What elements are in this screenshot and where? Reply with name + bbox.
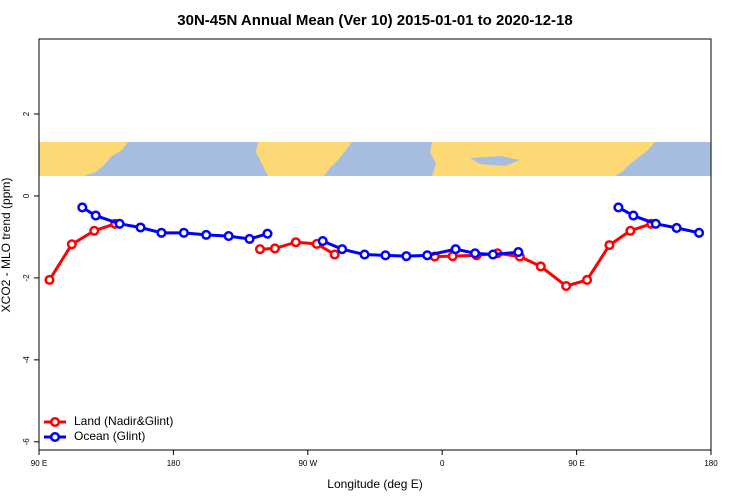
point — [269, 243, 280, 254]
x-tick-label: 180 — [704, 459, 718, 468]
map-band — [39, 142, 711, 176]
point — [90, 210, 101, 221]
point — [254, 244, 266, 255]
y-tick-label: -4 — [22, 356, 31, 364]
point — [359, 249, 370, 260]
sea-mediterranean — [470, 156, 520, 166]
point — [44, 274, 55, 285]
point — [380, 250, 391, 261]
point — [317, 235, 328, 247]
point — [156, 227, 167, 238]
point — [329, 249, 340, 260]
point — [201, 229, 212, 240]
point — [450, 244, 461, 255]
point — [178, 227, 189, 238]
x-tick-label: 90 W — [298, 459, 317, 468]
land-eurasia — [430, 142, 655, 176]
legend-marker — [49, 431, 61, 443]
point — [223, 231, 234, 242]
point — [613, 202, 624, 213]
point — [290, 237, 301, 248]
legend-label: Land (Nadir&Glint) — [74, 414, 173, 428]
chart-title: 30N-45N Annual Mean (Ver 10) 2015-01-01 … — [177, 12, 572, 29]
land-america — [256, 142, 352, 176]
point — [470, 248, 481, 259]
series-line — [322, 239, 519, 258]
point — [66, 239, 77, 250]
legend-marker — [49, 416, 61, 428]
series-line — [81, 206, 268, 241]
y-axis-label: XCO2 - MLO trend (ppm) — [0, 178, 13, 313]
series-line — [48, 222, 116, 281]
point — [77, 202, 88, 213]
point — [135, 222, 146, 233]
x-tick-label: 180 — [167, 459, 181, 468]
legend-label: Ocean (Glint) — [74, 429, 145, 443]
y-tick-label: 0 — [22, 193, 31, 198]
point — [513, 247, 524, 258]
x-axis-label: Longitude (deg E) — [327, 477, 422, 491]
y-tick-label: -2 — [22, 274, 31, 282]
point — [650, 218, 661, 229]
x-tick-label: 90 E — [568, 459, 584, 468]
point — [337, 244, 348, 255]
plot-frame — [38, 38, 712, 451]
point — [114, 218, 125, 229]
point — [401, 251, 412, 262]
x-tick-label: 0 — [440, 459, 445, 468]
point — [561, 281, 572, 292]
point — [422, 250, 433, 261]
point — [487, 249, 499, 260]
point — [625, 225, 636, 236]
point — [262, 228, 273, 239]
point — [535, 261, 546, 272]
point — [694, 227, 705, 238]
point — [671, 222, 682, 233]
point — [582, 274, 593, 285]
x-tick-label: 90 E — [31, 459, 47, 468]
point — [244, 233, 255, 245]
y-tick-label: 2 — [22, 111, 31, 116]
land-asia — [39, 142, 128, 176]
point — [604, 240, 615, 251]
point — [89, 225, 100, 236]
y-tick-label: -6 — [22, 438, 31, 446]
series-line — [434, 222, 652, 288]
point — [628, 210, 639, 221]
